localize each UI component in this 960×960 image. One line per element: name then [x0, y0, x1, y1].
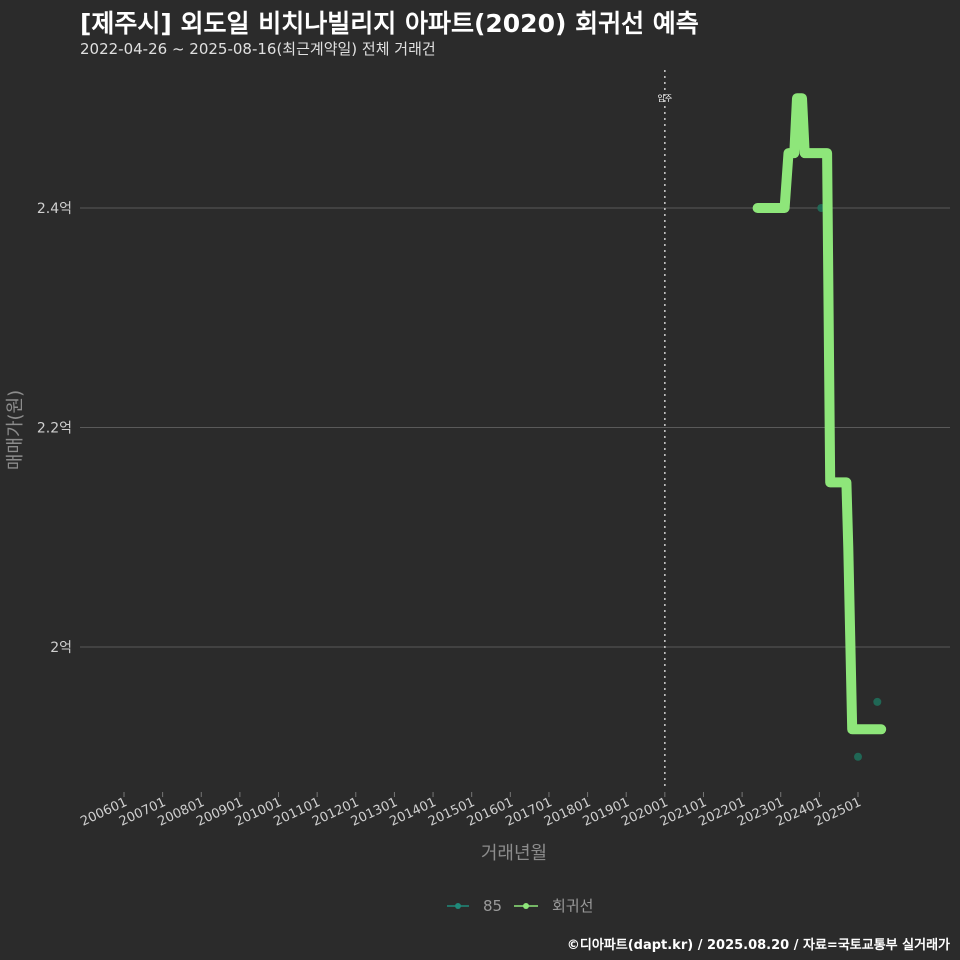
legend-item-regression: 회귀선: [514, 897, 593, 915]
data-point: [873, 697, 882, 706]
regression-line: [752, 93, 887, 735]
y-tick-label: 2.2억: [37, 421, 72, 437]
legend-label-85: 85: [483, 897, 502, 915]
legend: 85 회귀선: [447, 897, 593, 915]
legend-item-85: 85: [447, 897, 502, 915]
y-axis-title: 매매가(원): [5, 390, 26, 470]
regression-line-layer: [752, 93, 887, 735]
y-tick-label: 2.4억: [37, 201, 72, 217]
chart-subtitle: 2022-04-26 ~ 2025-08-16(최근계약일) 전체 거래건: [80, 40, 436, 58]
source-caption: ©디아파트(dapt.kr) / 2025.08.20 / 자료=국토교통부 실…: [566, 938, 950, 953]
data-point: [854, 752, 862, 761]
legend-label-regression: 회귀선: [552, 897, 593, 915]
annotation-layer: 입주: [657, 70, 672, 790]
y-tick-label: 2억: [50, 640, 72, 656]
chart-title: [제주시] 외도일 비치나빌리지 아파트(2020) 회귀선 예측: [80, 9, 699, 38]
y-axis-ticks: 2억 2.2억 2.4억: [37, 201, 72, 656]
x-axis-title: 거래년월: [481, 843, 547, 864]
grid-layer: [80, 207, 950, 648]
x-axis-ticks: 2006012007012008012009012010012011012012…: [78, 792, 864, 830]
legend-swatch-regression-dot: [523, 903, 529, 909]
legend-swatch-85-dot: [455, 903, 461, 909]
move-in-label: 입주: [657, 94, 672, 103]
